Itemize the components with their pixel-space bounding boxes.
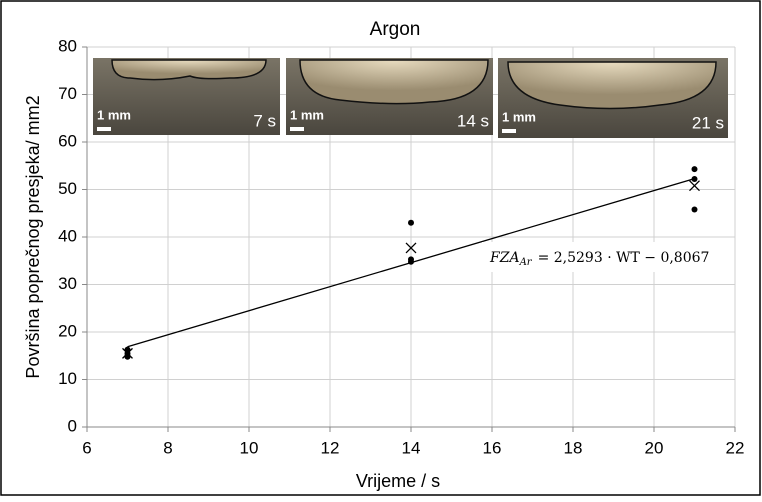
y-tick-label: 80 [58,36,77,55]
x-tick-label: 8 [163,438,172,457]
insets: 1 mm 7 s 1 mm 14 s 1 mm 21 s [93,58,728,138]
x-tick-label: 22 [726,438,745,457]
x-axis-label: Vrijeme / s [356,471,440,491]
data-point [691,176,698,183]
inset-time: 21 s [692,113,724,132]
equation-box [482,242,728,272]
equation-lhs: FZA [489,250,520,266]
y-tick-label: 40 [58,226,77,245]
mean-marker [122,347,133,359]
chart-title: Argon [370,19,421,40]
equation-rhs: = 2,5293 · WT − 0,8067 [538,250,710,266]
data-point [691,166,698,173]
inset-time: 7 s [253,111,276,130]
x-tick-label: 16 [483,438,502,457]
y-tick-label: 60 [58,131,77,150]
y-tick-label: 70 [58,84,77,103]
data-point [408,258,414,265]
y-tick-label: 10 [58,369,77,388]
mean-marker [689,180,700,192]
inset-scale: 1 mm [97,107,131,122]
y-tick-label: 0 [68,416,77,435]
x-tick-label: 12 [321,438,340,457]
inset-scale: 1 mm [290,107,324,122]
inset-photo [498,58,728,138]
inset-time: 14 s [457,111,489,130]
x-tick-label: 6 [82,438,91,457]
inset-photo [93,58,280,135]
equation-sub: Ar [519,257,533,268]
x-tick-label: 10 [240,438,259,457]
y-axis-label: Površina poprečnog presjeka/ mm2 [23,95,43,378]
equation: FZAAr = 2,5293 · WT − 0,8067 [489,250,709,268]
inset-scale: 1 mm [502,109,536,124]
x-tick-label: 18 [564,438,583,457]
y-tick-label: 20 [58,321,77,340]
y-tick-label: 50 [58,179,77,198]
data-point [691,206,698,213]
data-point [408,219,414,226]
y-tick-label: 30 [58,274,77,293]
inset-photo [286,58,493,135]
x-tick-label: 14 [402,438,421,457]
x-tick-label: 20 [645,438,664,457]
mean-marker [405,242,417,254]
